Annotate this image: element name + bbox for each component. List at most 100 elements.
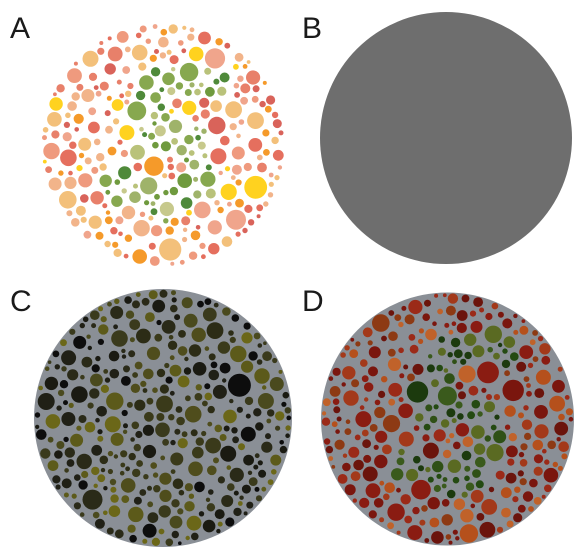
gray-disc [320, 12, 572, 264]
plate-dot [449, 433, 455, 439]
plate-dot [398, 347, 404, 354]
plate-dot [213, 457, 219, 464]
plate-dot [271, 136, 279, 145]
plate-dot [535, 369, 551, 385]
plate-dot [123, 423, 128, 429]
plate-dot [132, 249, 147, 264]
plate-dot [107, 36, 112, 41]
plate-dot [565, 408, 573, 416]
plate-dot [362, 439, 371, 449]
plate-dot [133, 162, 143, 172]
plate-dot [193, 176, 199, 182]
plate-dot [408, 299, 423, 315]
plate-dot [475, 480, 484, 489]
plate-dot [145, 312, 155, 322]
plate-dot [148, 215, 154, 221]
plate-dot [100, 316, 107, 323]
plate-dot [332, 398, 340, 405]
plate-dot [455, 536, 460, 541]
plate-dot [496, 526, 504, 533]
plate-dot [55, 484, 61, 490]
plate-dot [63, 400, 68, 406]
panel-label-c: C [10, 285, 32, 318]
plate-dot [169, 55, 179, 65]
plate-dot [148, 132, 156, 140]
plate-dot [387, 503, 405, 521]
plate-dot [223, 425, 230, 432]
plate-dot [104, 377, 111, 383]
plate-dot [121, 205, 136, 220]
plate-dot [269, 377, 284, 391]
plate-dot [68, 402, 74, 408]
plate-dot [401, 305, 407, 311]
plate-dot [113, 454, 119, 459]
plate-dot [396, 530, 401, 535]
plate-dot [231, 146, 245, 160]
plate-dot [71, 92, 80, 101]
plate-dot [470, 503, 476, 509]
plate-dot [254, 453, 260, 459]
plate-dot [364, 397, 369, 402]
plate-dot [188, 251, 198, 260]
plate-dot [479, 307, 485, 313]
plate-dot [131, 421, 140, 430]
plate-dot [168, 414, 175, 421]
plate-dot [237, 75, 244, 82]
plate-dot [111, 330, 128, 347]
plate-dot [244, 175, 268, 199]
plate-dot [469, 310, 477, 317]
plate-dot [374, 406, 386, 419]
plate-dot [120, 462, 126, 468]
plate-dot [79, 322, 85, 329]
plate-dot [139, 126, 144, 132]
plate-dot [243, 454, 255, 466]
plate-dot [497, 311, 504, 318]
plate-dot [278, 369, 283, 374]
plate-dot [493, 430, 507, 444]
plate-dot [178, 489, 185, 496]
plate-dot [272, 119, 282, 129]
plate-dot [58, 170, 64, 176]
plate-dot [361, 375, 369, 383]
plate-dot [160, 141, 171, 152]
plate-dot [106, 392, 124, 410]
plate-dot [98, 306, 104, 312]
plate-dot [195, 225, 201, 230]
plate-dot [198, 511, 205, 517]
plate-dot [188, 150, 195, 156]
plate-dot [111, 99, 124, 111]
plate-dot [442, 293, 447, 298]
plate-dot [378, 390, 386, 398]
plate-dot [104, 63, 116, 75]
plate-dot [432, 460, 444, 473]
plate-dot [331, 421, 338, 428]
plate-dot [202, 400, 208, 407]
plate-dot [374, 399, 381, 406]
plate-dot [63, 492, 69, 498]
plate-dot [129, 191, 141, 203]
plate-dot [424, 299, 431, 307]
plate-dot [204, 298, 212, 305]
plate-dot [453, 498, 466, 510]
plate-dot [124, 46, 131, 53]
plate-dot [181, 216, 191, 226]
plate-dot [96, 153, 105, 162]
plate-dot [379, 480, 385, 486]
plate-dot [517, 470, 524, 477]
plate-dot [471, 425, 485, 439]
plate-dot [361, 429, 369, 437]
plate-dot [379, 517, 385, 523]
plate-dot [57, 389, 65, 397]
plate-dot [132, 300, 140, 309]
plate-dot [444, 373, 455, 384]
plate-dot [161, 113, 170, 122]
plate-dot [344, 428, 352, 435]
plate-dot [221, 236, 233, 247]
plate-dot [130, 144, 145, 160]
plate-dot [445, 305, 456, 316]
plate-dot [183, 313, 198, 328]
plate-dot [513, 513, 523, 523]
plate-dot [369, 424, 378, 432]
plate-dot [236, 406, 243, 413]
plate-dot [157, 103, 165, 111]
